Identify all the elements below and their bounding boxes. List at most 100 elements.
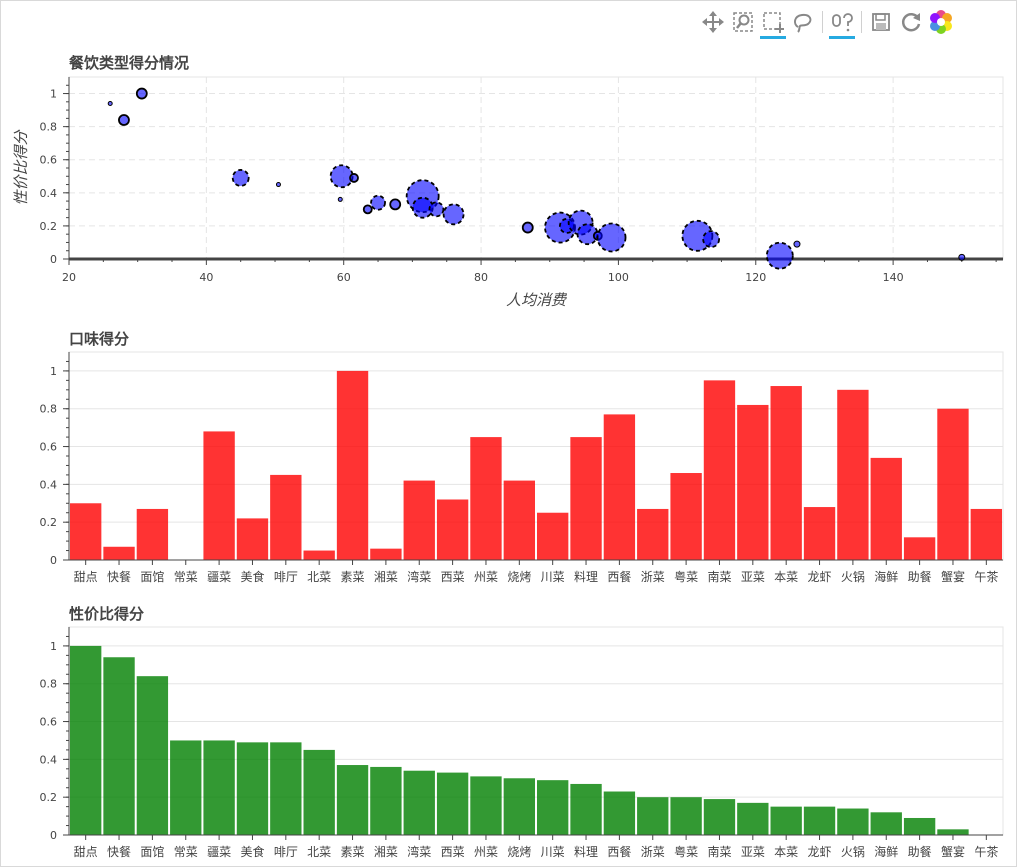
x-category-label: 甜点 bbox=[74, 570, 98, 584]
x-category-label: 南菜 bbox=[707, 569, 731, 584]
value-bar bbox=[303, 749, 335, 835]
taste-bar bbox=[103, 546, 135, 560]
x-category-label: 料理 bbox=[574, 845, 598, 859]
scatter-point bbox=[349, 173, 359, 183]
x-category-label: 浙菜 bbox=[641, 845, 665, 859]
x-category-label: 西菜 bbox=[441, 570, 465, 584]
y-tick-label: 0.2 bbox=[40, 220, 58, 233]
scatter-point bbox=[596, 222, 627, 253]
y-tick-label: 0.6 bbox=[40, 716, 58, 729]
taste-bar bbox=[537, 512, 569, 560]
y-tick-label: 0.4 bbox=[40, 478, 58, 491]
value-bar bbox=[570, 783, 602, 835]
scatter-point bbox=[107, 100, 113, 106]
value-bar bbox=[903, 817, 936, 835]
y-tick-label: 1 bbox=[50, 88, 57, 101]
value-bar bbox=[436, 772, 469, 835]
x-tick-label: 20 bbox=[62, 271, 76, 284]
x-category-label: 素菜 bbox=[341, 570, 365, 584]
x-tick-label: 80 bbox=[474, 271, 488, 284]
x-category-label: 亚菜 bbox=[741, 570, 765, 584]
scatter-point bbox=[337, 196, 343, 202]
y-tick-label: 0.8 bbox=[40, 678, 58, 691]
y-tick-label: 0.4 bbox=[40, 187, 58, 200]
y-tick-label: 0.4 bbox=[40, 753, 58, 766]
save-tool-icon[interactable] bbox=[866, 4, 896, 40]
scatter-point bbox=[521, 221, 534, 234]
value-bar bbox=[503, 778, 535, 835]
taste-bar bbox=[70, 503, 102, 560]
scatter-point bbox=[793, 240, 801, 248]
scatter-point bbox=[428, 201, 445, 218]
taste-bar bbox=[403, 480, 435, 560]
taste-bar bbox=[703, 380, 736, 560]
scatter-point bbox=[275, 182, 281, 188]
value-bar bbox=[803, 806, 836, 835]
x-category-label: 北菜 bbox=[307, 845, 331, 859]
taste-bar bbox=[303, 550, 335, 560]
taste-bar-chart[interactable]: 0 0.2 0.4 0.6 0.8 1 甜点 快餐 面馆 常菜 疆菜 美食 啡厅 北菜 素菜 湘菜 湾菜 西菜 州菜… bbox=[0, 0, 1017, 600]
x-category-label: 粤菜 bbox=[674, 844, 698, 859]
scatter-point bbox=[370, 194, 386, 211]
x-category-label: 川菜 bbox=[541, 570, 565, 584]
x-category-label: 粤菜 bbox=[674, 569, 698, 584]
scatter-point bbox=[958, 253, 966, 261]
x-category-label: 常菜 bbox=[174, 845, 198, 859]
taste-bar bbox=[737, 404, 769, 560]
x-category-label: 常菜 bbox=[174, 570, 198, 584]
chart-title-value: 性价比得分 bbox=[69, 605, 145, 623]
taste-bar bbox=[837, 389, 869, 560]
x-tick-label: 100 bbox=[608, 271, 629, 284]
value-bar bbox=[670, 797, 702, 835]
x-tick-label: 140 bbox=[883, 271, 904, 284]
x-tick-label: 40 bbox=[199, 271, 213, 284]
y-tick-label: 1 bbox=[50, 640, 57, 653]
hover-tool-icon[interactable] bbox=[827, 4, 857, 40]
y-tick-label: 0.6 bbox=[40, 441, 58, 454]
x-category-label: 美食 bbox=[240, 844, 264, 859]
x-category-label: 助餐 bbox=[908, 844, 932, 859]
taste-bar bbox=[203, 431, 235, 560]
x-category-label: 火锅 bbox=[841, 844, 865, 859]
value-bar bbox=[270, 742, 302, 835]
x-category-label: 州菜 bbox=[474, 570, 498, 584]
value-bar bbox=[336, 765, 369, 835]
value-bar bbox=[870, 812, 902, 835]
x-category-label: 南菜 bbox=[707, 844, 731, 859]
x-category-label: 快餐 bbox=[107, 844, 131, 859]
value-bar bbox=[370, 766, 402, 835]
y-tick-label: 0 bbox=[50, 554, 57, 567]
scatter-point bbox=[362, 204, 373, 215]
reset-tool-icon[interactable] bbox=[896, 4, 926, 40]
value-bar bbox=[637, 797, 669, 835]
x-category-label: 美食 bbox=[240, 569, 264, 584]
box-select-tool-icon[interactable] bbox=[758, 4, 788, 40]
x-category-label: 助餐 bbox=[908, 569, 932, 584]
x-category-label: 海鲜 bbox=[874, 844, 898, 859]
value-bar bbox=[70, 645, 102, 835]
box-zoom-tool-icon[interactable] bbox=[728, 4, 758, 40]
x-category-label: 素菜 bbox=[341, 845, 365, 859]
bokeh-logo-icon[interactable] bbox=[926, 4, 956, 40]
x-category-label: 湘菜 bbox=[374, 569, 398, 584]
value-bar bbox=[203, 740, 235, 835]
taste-bar bbox=[970, 508, 1002, 560]
x-category-label: 啡厅 bbox=[274, 570, 298, 584]
value-bar bbox=[403, 770, 435, 835]
lasso-select-tool-icon[interactable] bbox=[788, 4, 818, 40]
scatter-point bbox=[765, 241, 794, 270]
x-category-label: 本菜 bbox=[774, 570, 798, 584]
x-category-label: 火锅 bbox=[841, 569, 865, 584]
x-tick-label: 120 bbox=[745, 271, 766, 284]
x-category-label: 料理 bbox=[574, 570, 598, 584]
value-bar bbox=[837, 808, 869, 835]
taste-bar bbox=[603, 414, 636, 560]
scatter-plot[interactable]: 20 40 60 80 100 120 140 0 0.2 0.4 0.6 0.8 1 人均消费 性价比得分 bbox=[0, 0, 1017, 320]
x-category-label: 川菜 bbox=[541, 845, 565, 859]
y-tick-label: 0.2 bbox=[40, 791, 58, 804]
x-category-label: 龙虾 bbox=[808, 570, 832, 584]
pan-tool-icon[interactable] bbox=[698, 4, 728, 40]
taste-bar bbox=[670, 473, 702, 560]
taste-bar bbox=[270, 474, 302, 560]
